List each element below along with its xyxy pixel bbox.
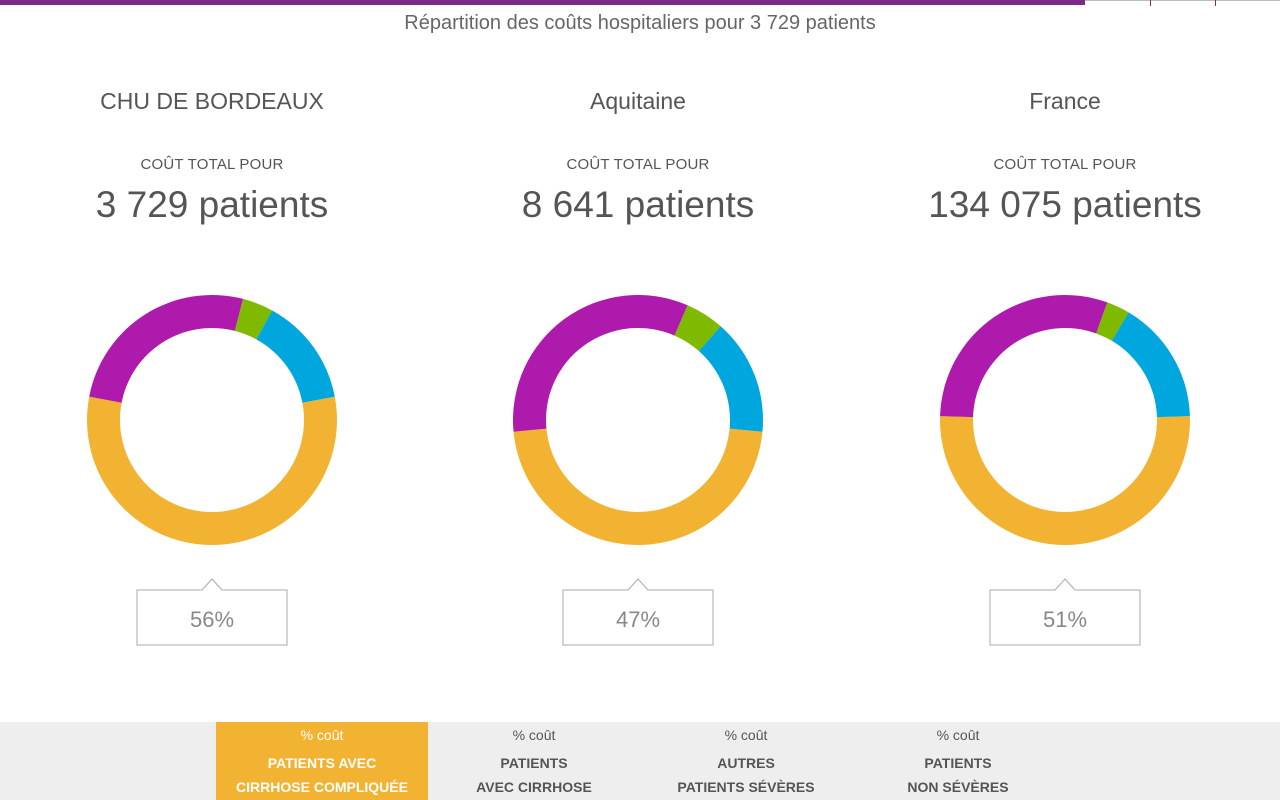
donut-slice[interactable] <box>1111 312 1190 418</box>
legend-bar: % coût PATIENTS AVEC CIRRHOSE COMPLIQUÉE… <box>0 722 1280 800</box>
page-subtitle: Répartition des coûts hospitaliers pour … <box>404 12 876 34</box>
total-cost-caption: COÛT TOTAL POUR <box>566 156 710 173</box>
chart-title: Aquitaine <box>590 88 686 114</box>
callout-percentage: 47% <box>615 607 661 632</box>
top-tick-mark <box>1215 0 1216 6</box>
callout-percentage: 56% <box>189 607 235 632</box>
donut-slice[interactable] <box>1096 302 1129 341</box>
donut-chart[interactable] <box>512 294 764 546</box>
legend-pct-label: % coût <box>724 727 768 743</box>
callout-box <box>136 578 288 646</box>
patient-count: 134 075 patients <box>928 184 1202 225</box>
legend-label-line2: PATIENTS SÉVÈRES <box>677 779 815 795</box>
top-tick-mark <box>1150 0 1151 6</box>
donut-slice[interactable] <box>674 305 721 351</box>
callout-box <box>989 578 1141 646</box>
legend-label-line2: CIRRHOSE COMPLIQUÉE <box>236 779 408 795</box>
total-cost-caption: COÛT TOTAL POUR <box>140 156 284 173</box>
legend-pct-label: % coût <box>936 727 980 743</box>
legend-item-cirrhose-compliquee[interactable]: % coût PATIENTS AVEC CIRRHOSE COMPLIQUÉE <box>216 722 428 800</box>
donut-slice[interactable] <box>89 295 244 403</box>
legend-pct-label: % coût <box>512 727 556 743</box>
donut-chart[interactable] <box>939 294 1191 546</box>
chart-title: France <box>1029 88 1101 114</box>
donut-slice[interactable] <box>87 396 337 545</box>
top-accent-bar <box>0 0 1085 5</box>
total-cost-caption: COÛT TOTAL POUR <box>993 156 1137 173</box>
top-divider-line <box>1085 0 1280 1</box>
patient-count: 3 729 patients <box>95 184 329 225</box>
donut-slice[interactable] <box>940 416 1190 545</box>
legend-pct-label: % coût <box>300 727 344 743</box>
chart-column-chu-bordeaux: CHU DE BORDEAUX COÛT TOTAL POUR 3 729 pa… <box>62 80 362 660</box>
legend-item-avec-cirrhose[interactable]: % coût PATIENTS AVEC CIRRHOSE <box>428 722 640 800</box>
callout-percentage: 51% <box>1042 607 1088 632</box>
legend-item-non-severes[interactable]: % coût PATIENTS NON SÉVÈRES <box>852 722 1064 800</box>
donut-slice[interactable] <box>698 326 763 432</box>
patient-count: 8 641 patients <box>521 184 755 225</box>
callout-box <box>562 578 714 646</box>
legend-item-autres-severes[interactable]: % coût AUTRES PATIENTS SÉVÈRES <box>640 722 852 800</box>
legend-label-line1: PATIENTS <box>500 755 568 771</box>
donut-slice[interactable] <box>234 298 273 340</box>
donut-slice[interactable] <box>256 310 335 403</box>
donut-chart[interactable] <box>86 294 338 546</box>
chart-title: CHU DE BORDEAUX <box>100 88 324 114</box>
legend-label-line1: AUTRES <box>717 755 775 771</box>
legend-label-line2: AVEC CIRRHOSE <box>476 779 592 795</box>
legend-label-line1: PATIENTS AVEC <box>267 755 377 771</box>
donut-slice[interactable] <box>513 428 763 546</box>
donut-slice[interactable] <box>940 295 1108 418</box>
chart-column-france: France COÛT TOTAL POUR 134 075 patients … <box>915 80 1215 660</box>
legend-label-line1: PATIENTS <box>924 755 992 771</box>
chart-column-aquitaine: Aquitaine COÛT TOTAL POUR 8 641 patients… <box>488 80 788 660</box>
donut-slice[interactable] <box>513 294 688 432</box>
legend-label-line2: NON SÉVÈRES <box>907 779 1009 795</box>
